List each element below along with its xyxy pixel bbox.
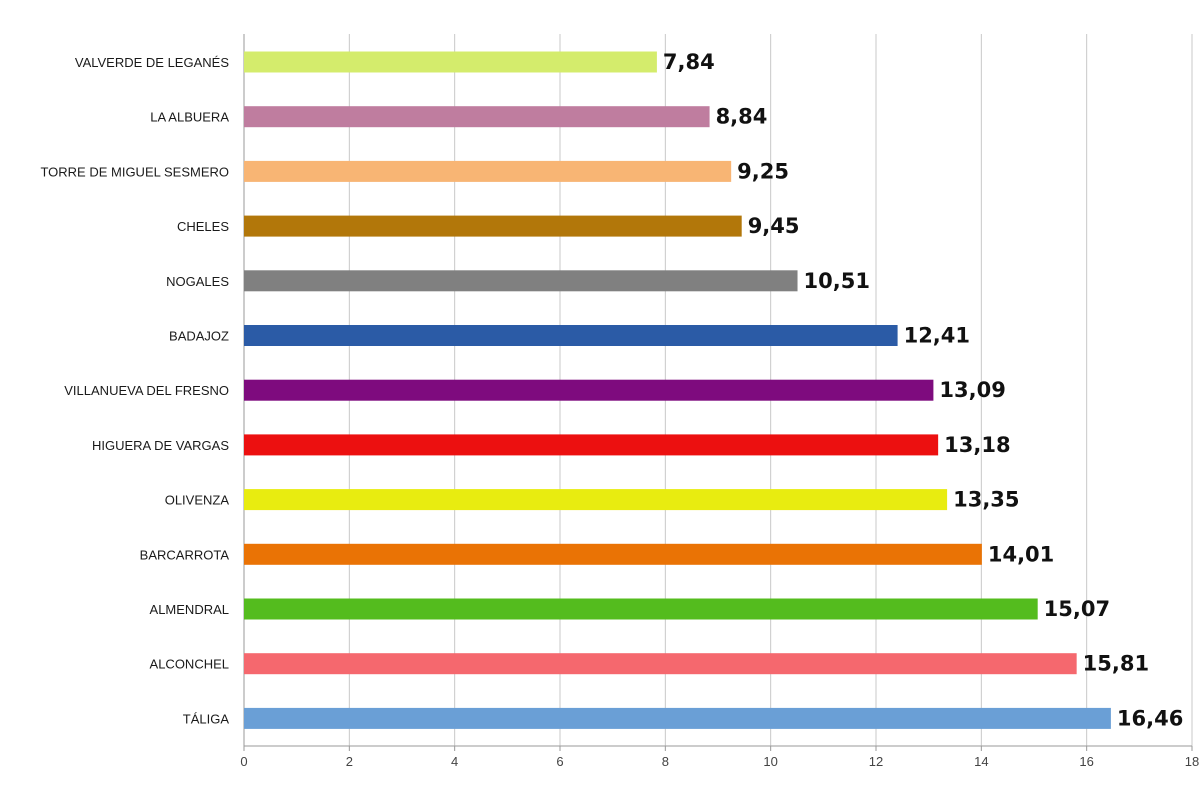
bar [244,434,939,456]
value-label: 7,84 [663,50,715,74]
x-tick-label: 6 [556,754,563,769]
value-label: 13,09 [939,378,1005,402]
category-label: TÁLIGA [183,711,230,726]
x-tick-label: 2 [346,754,353,769]
x-tick-label: 8 [662,754,669,769]
bar [244,379,934,401]
x-tick-label: 14 [974,754,988,769]
value-label: 14,01 [988,542,1054,566]
x-tick-label: 12 [869,754,883,769]
category-label: BARCARROTA [140,547,230,562]
value-label: 9,45 [748,214,800,238]
bar [244,543,982,565]
bar [244,489,948,511]
category-label: NOGALES [166,274,229,289]
category-label: CHELES [177,219,229,234]
x-axis-ticks: 0 2 4 6 8 10 12 14 16 18 [240,746,1199,769]
bar [244,598,1038,620]
category-label: OLIVENZA [165,493,230,508]
value-label: 9,25 [737,159,789,183]
x-tick-label: 16 [1079,754,1093,769]
value-label: 15,07 [1044,597,1110,621]
value-label: 15,81 [1083,652,1149,676]
x-tick-label: 4 [451,754,458,769]
bar [244,106,710,128]
category-labels: VALVERDE DE LEGANÉS LA ALBUERA TORRE DE MI… [40,55,229,726]
value-label: 16,46 [1117,706,1183,730]
bar [244,215,742,237]
category-label: HIGUERA DE VARGAS [92,438,229,453]
category-label: ALCONCHEL [150,657,229,672]
bars [244,51,1111,729]
value-label: 12,41 [904,324,970,348]
category-label: BADAJOZ [169,329,229,344]
value-label: 8,84 [716,105,768,129]
bar [244,270,798,292]
bar [244,653,1077,675]
category-label: TORRE DE MIGUEL SESMERO [40,164,229,179]
x-tick-label: 10 [763,754,777,769]
category-label: VILLANUEVA DEL FRESNO [64,383,229,398]
x-tick-label: 0 [240,754,247,769]
bar [244,707,1111,729]
category-label: VALVERDE DE LEGANÉS [75,55,229,70]
value-label: 10,51 [804,269,870,293]
value-label: 13,35 [953,488,1019,512]
bar [244,325,898,346]
x-tick-label: 18 [1185,754,1199,769]
category-label: ALMENDRAL [150,602,229,617]
value-label: 13,18 [944,433,1010,457]
bar [244,160,732,182]
category-label: LA ALBUERA [150,110,229,125]
bar [244,51,657,73]
value-labels: 7,84 8,84 9,25 9,45 10,51 12,41 13,09 13,18 13,3… [663,50,1183,730]
